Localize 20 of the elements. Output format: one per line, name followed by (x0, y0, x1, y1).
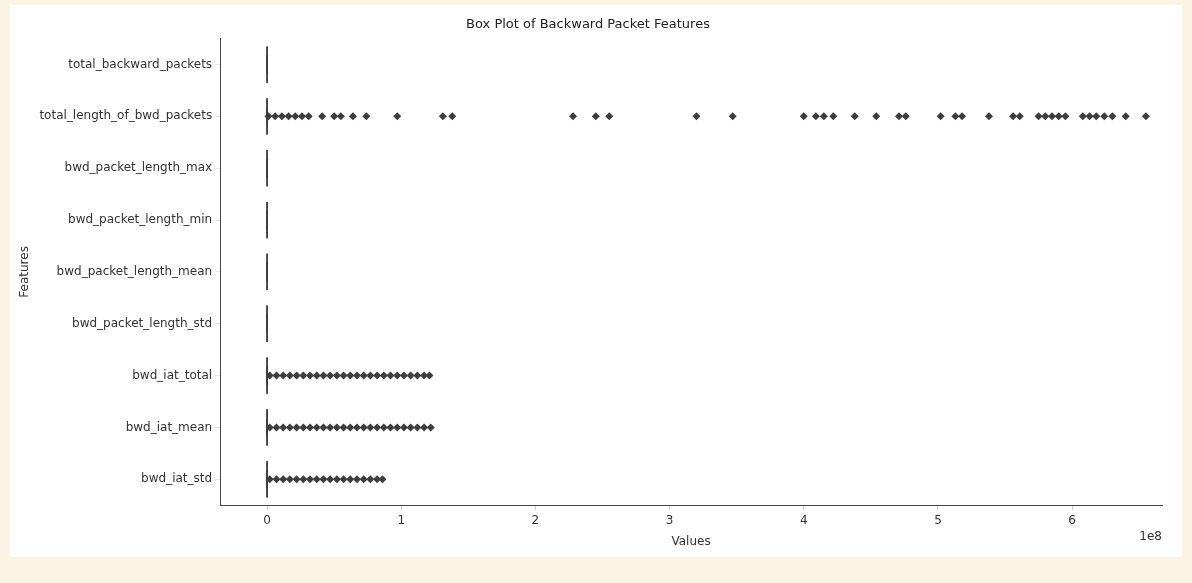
x-tick-label: 4 (799, 512, 808, 527)
x-axis-title: Values (671, 533, 711, 548)
y-tick-label: bwd_iat_mean (125, 419, 213, 434)
x-tick-label: 5 (934, 512, 942, 527)
y-tick-label: bwd_iat_std (141, 471, 213, 486)
y-tick-label: total_length_of_bwd_packets (39, 108, 213, 123)
chart-title: Box Plot of Backward Packet Features (466, 16, 711, 32)
y-tick-label: bwd_packet_length_max (64, 160, 213, 175)
x-tick-label: 1 (397, 512, 406, 527)
y-tick-label: bwd_iat_total (132, 367, 213, 382)
y-tick-label: bwd_packet_length_min (68, 212, 213, 227)
y-axis-title: Features (17, 246, 32, 298)
y-tick-label: bwd_packet_length_mean (56, 264, 213, 279)
x-tick-label: 2 (531, 512, 540, 527)
x-tick-label: 6 (1068, 512, 1076, 527)
text: 1e8 (1139, 529, 1162, 544)
x-tick-label: 0 (263, 512, 271, 527)
y-tick-label: bwd_packet_length_std (72, 315, 213, 330)
y-tick-label: total_backward_packets (68, 56, 213, 71)
x-tick-label: 3 (665, 512, 674, 527)
